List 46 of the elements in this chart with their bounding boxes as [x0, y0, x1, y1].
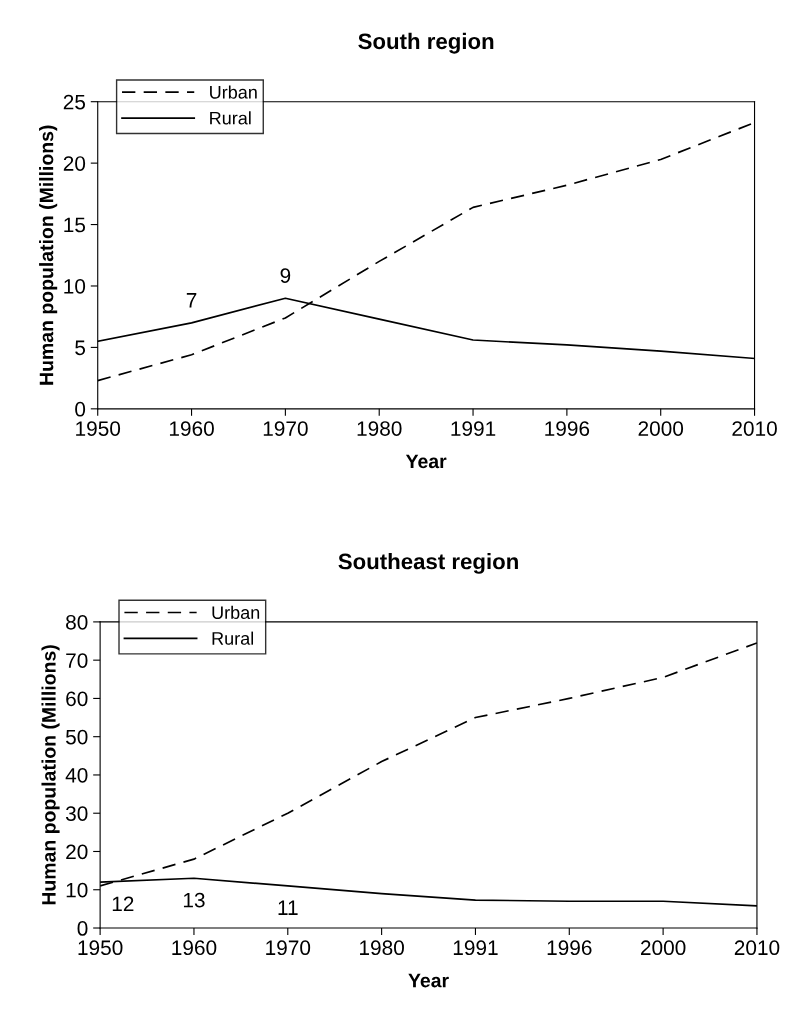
chart-title: South region — [358, 32, 494, 54]
x-tick-label: 1970 — [266, 940, 311, 956]
y-axis-title: Human population (Millions) — [41, 645, 60, 905]
x-tick-label: 1991 — [451, 421, 496, 436]
legend-label: Urban — [210, 85, 257, 99]
y-tick-label: 30 — [65, 806, 88, 821]
x-tick-label: 1996 — [547, 940, 592, 956]
y-axis-title: Human population (Millions) — [39, 125, 58, 385]
y-tick-label: 80 — [66, 614, 88, 630]
y-tick-label: 70 — [66, 653, 88, 668]
annotation: 12 — [112, 896, 134, 912]
y-tick-label: 0 — [75, 401, 86, 417]
x-tick-label: 1991 — [453, 940, 498, 956]
y-tick-label: 60 — [66, 691, 88, 707]
x-tick-label: 2000 — [638, 421, 684, 436]
y-tick-label: 20 — [66, 844, 88, 860]
x-tick-label: 2010 — [732, 421, 777, 436]
y-tick-label: 40 — [65, 767, 88, 783]
annotation: 7 — [186, 293, 197, 308]
legend-label: Rural — [210, 111, 251, 125]
y-tick-label: 10 — [66, 882, 88, 898]
y-tick-label: 50 — [65, 729, 88, 745]
x-tick-label: 1960 — [169, 421, 214, 436]
x-tick-label: 1980 — [357, 421, 402, 436]
x-axis-title: Year — [408, 973, 449, 988]
legend-label: Urban — [212, 605, 260, 619]
annotation: 9 — [280, 268, 291, 284]
x-tick-label: 1950 — [78, 940, 123, 956]
x-tick-label: 1950 — [76, 421, 121, 436]
annotation: 13 — [183, 892, 205, 908]
y-tick-label: 5 — [75, 340, 86, 356]
annotation: 11 — [278, 900, 298, 915]
y-tick-label: 15 — [64, 217, 86, 233]
y-tick-label: 0 — [77, 921, 88, 936]
x-tick-label: 1970 — [263, 421, 308, 436]
x-tick-label: 2010 — [734, 940, 780, 956]
x-axis-title: Year — [405, 454, 447, 469]
x-tick-label: 1980 — [360, 940, 404, 956]
x-tick-label: 1960 — [172, 940, 217, 956]
x-tick-label: 2000 — [640, 940, 686, 956]
legend-label: Rural — [212, 631, 254, 645]
y-tick-label: 20 — [63, 156, 86, 171]
x-tick-label: 1996 — [545, 421, 590, 436]
chart-title: Southeast region — [338, 553, 518, 574]
y-tick-label: 10 — [64, 278, 86, 294]
y-tick-label: 25 — [63, 94, 86, 110]
